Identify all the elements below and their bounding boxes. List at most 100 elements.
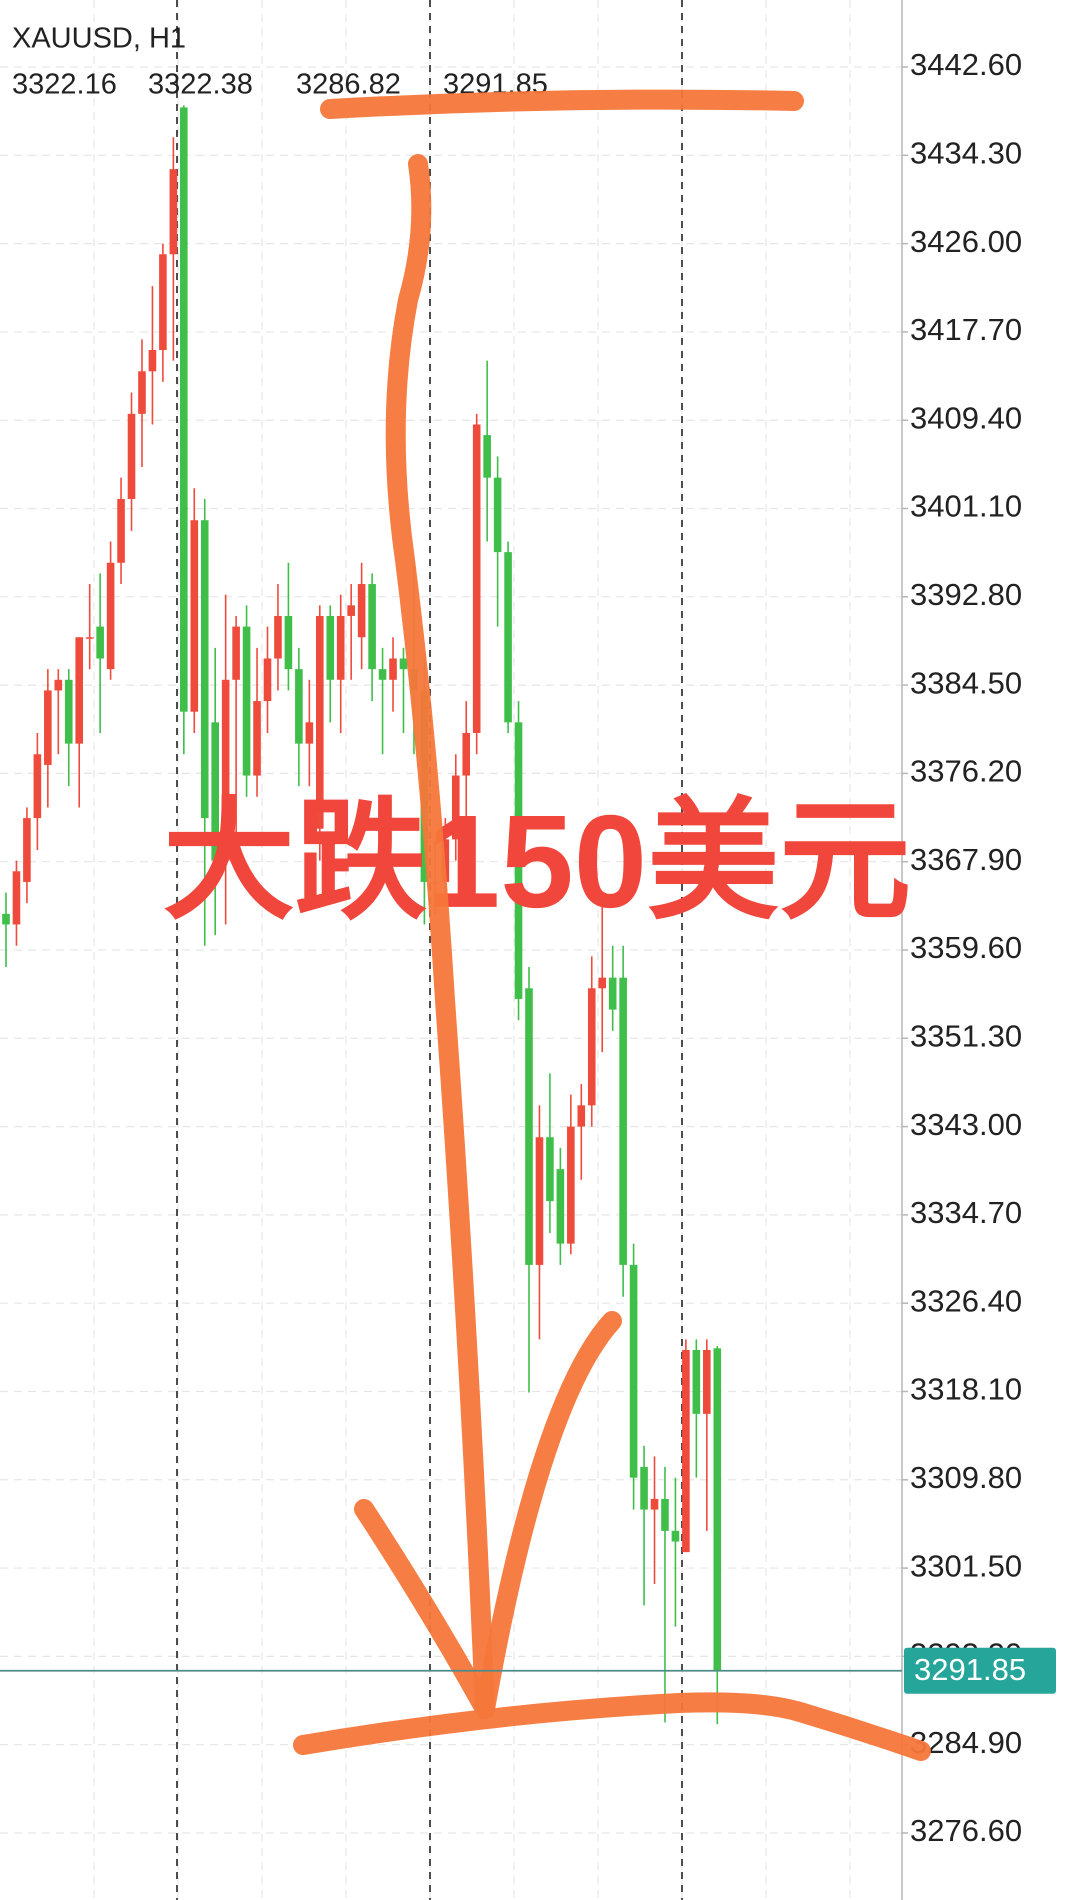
candle-body [232,626,240,680]
ohlc-value: 3322.16 [12,69,117,101]
candle-body [211,722,219,861]
candle-body [96,626,104,659]
candle-body [159,254,167,350]
candle-body [44,690,52,765]
candle-body [148,350,157,372]
candle-body [483,435,491,478]
y-tick-label: 3401.10 [910,489,1022,524]
candle-body [472,424,481,733]
y-tick-label: 3367.90 [910,842,1022,877]
y-tick-label: 3334.70 [910,1195,1022,1230]
candle-body [514,722,523,999]
y-tick-label: 3318.10 [910,1372,1022,1407]
candle-body [504,552,512,723]
candle-body [399,658,408,670]
y-tick-label: 3351.30 [910,1018,1022,1053]
candle-body [671,1530,680,1542]
candle-body [12,871,21,925]
candle-body [33,754,42,819]
candle-body [587,988,596,1106]
symbol-title: XAUUSD, H1 [12,23,186,55]
y-tick-label: 3376.20 [910,754,1022,789]
last-price-box [904,1647,1056,1694]
price-axis: 3442.60 3434.30 3426.00 3417.70 3409.40 3401.… [902,47,1022,1848]
candle-body [54,679,63,691]
candle-body [567,1126,575,1244]
candle-body [23,818,31,882]
y-tick-label: 3309.80 [910,1460,1022,1495]
y-tick-label: 3276.60 [910,1813,1022,1848]
y-tick-label: 3442.60 [910,47,1022,82]
candle-body [253,701,261,776]
candle-body [389,658,397,680]
candle-body [200,520,209,819]
candle-body [619,977,627,1265]
candle-body [608,977,617,1010]
candle-body [326,615,335,680]
candle-body [127,413,136,499]
candle-body [451,775,460,840]
candle-body [274,615,282,659]
y-tick-label: 3384.50 [910,665,1022,700]
ohlc-value: 3286.82 [296,69,401,101]
y-tick-label: 3326.40 [910,1283,1022,1318]
candle-body [692,1350,701,1414]
top-stroke [320,89,804,119]
candle-body [336,615,345,680]
candle-body [703,1350,711,1414]
last-price: 3291.85 [0,1647,1056,1694]
candle-body [368,584,376,670]
candle-body [378,669,387,680]
y-tick-label: 3343.00 [910,1107,1022,1142]
candle-body [713,1348,722,1671]
candle-body [640,1467,648,1510]
candle-body [682,1350,690,1553]
candle-body [556,1169,565,1244]
y-tick-label: 3434.30 [910,136,1022,171]
candle-body [598,977,607,989]
candle-body [577,1105,586,1127]
last-price-label: 3291.85 [914,1652,1026,1687]
candle-body [75,637,84,744]
candle-body [295,669,303,744]
candle-body [169,169,178,255]
candle-body [117,498,125,563]
arrow-head-left [354,1499,495,1719]
y-tick-label: 3409.40 [910,400,1022,435]
candle-body [357,584,366,638]
candle-body [190,520,199,712]
candle-body [629,1264,638,1478]
candle-body [525,988,533,1265]
candle-body [462,732,471,776]
candles [2,105,722,1725]
candle-body [242,626,251,776]
candle-body [546,1137,554,1202]
arrow-head-right [475,1311,622,1719]
candle-body [138,371,146,414]
y-tick-label: 3392.80 [910,577,1022,612]
candle-body [316,615,324,829]
y-tick-label: 3359.60 [910,930,1022,965]
y-tick-label: 3301.50 [910,1548,1022,1583]
hand-drawing [293,89,931,1761]
ohlc-value: 3322.38 [148,69,253,101]
candle-body [64,679,73,744]
bottom-stroke [293,1692,931,1761]
arrow-shaft [385,154,495,1719]
candle-body [106,562,115,670]
candle-body [535,1137,544,1265]
candle-body [347,605,355,616]
candle-body [180,107,188,712]
candle-body [305,722,314,744]
annotation: 大跌150美元 [163,788,911,935]
candle-body [441,839,450,882]
y-tick-label: 3426.00 [910,224,1022,259]
candle-body [650,1498,659,1510]
candle-body [661,1498,669,1531]
candle-body [2,913,10,925]
candle-body [263,658,272,702]
candle-body [493,477,502,553]
candle-body [85,637,94,639]
y-tick-label: 3417.70 [910,312,1022,347]
